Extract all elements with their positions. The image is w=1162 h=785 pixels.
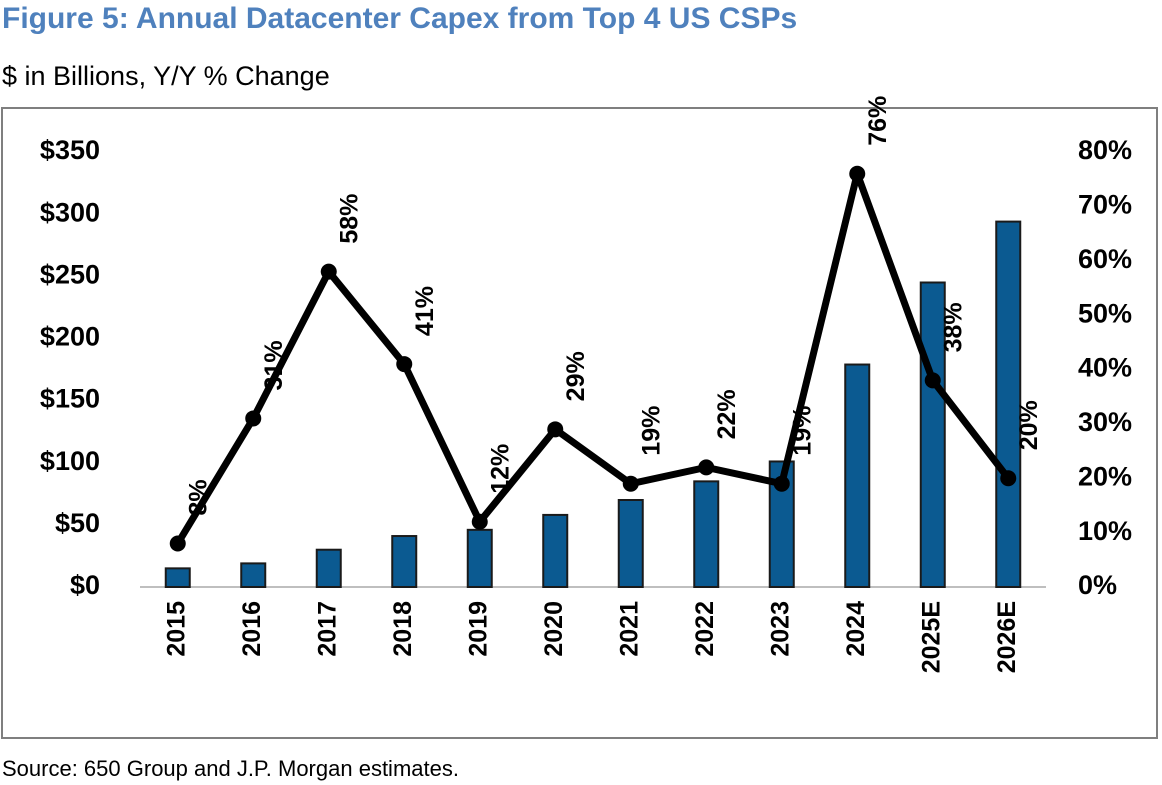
data-label: 20% — [1015, 400, 1043, 450]
bar — [466, 528, 493, 588]
line-marker — [924, 372, 941, 389]
x-tick-label: 2015 — [162, 601, 190, 657]
y-tick-label: $300 — [40, 197, 100, 227]
data-label: 41% — [411, 286, 439, 336]
bar — [995, 220, 1022, 588]
line-marker — [698, 459, 715, 476]
x-tick-label: 2019 — [464, 601, 492, 657]
y-tick-label: $150 — [40, 384, 100, 414]
line-marker — [169, 535, 186, 552]
data-label: 12% — [486, 444, 514, 494]
y2-tick-label: 30% — [1078, 407, 1132, 437]
data-label: 76% — [864, 96, 892, 146]
data-label: 31% — [260, 340, 288, 390]
line-marker — [245, 410, 262, 427]
bar — [693, 480, 720, 589]
bar — [164, 567, 191, 588]
line-marker — [396, 356, 413, 373]
y2-tick-label: 0% — [1078, 570, 1117, 600]
bar — [542, 513, 569, 589]
line-marker — [773, 475, 790, 492]
line-marker — [1000, 470, 1017, 487]
x-tick-label: 2017 — [313, 601, 341, 657]
data-label: 19% — [788, 406, 816, 456]
y-tick-label: $100 — [40, 446, 100, 476]
x-tick-label: 2022 — [691, 601, 719, 657]
bar — [240, 562, 267, 589]
data-label: 22% — [713, 389, 741, 439]
data-label: 58% — [335, 194, 363, 244]
bar — [844, 363, 871, 588]
y-tick-label: $50 — [55, 508, 100, 538]
y2-tick-label: 50% — [1078, 298, 1132, 328]
y2-tick-label: 80% — [1078, 135, 1132, 165]
x-tick-label: 2020 — [540, 601, 568, 657]
x-tick-label: 2024 — [842, 601, 870, 657]
source-note: Source: 650 Group and J.P. Morgan estima… — [2, 756, 459, 781]
y2-tick-label: 70% — [1078, 190, 1132, 220]
data-label: 8% — [184, 479, 212, 515]
bar — [617, 499, 644, 588]
x-tick-label: 2016 — [238, 601, 266, 657]
line-marker — [622, 475, 639, 492]
y2-tick-label: 10% — [1078, 516, 1132, 546]
y-tick-label: $200 — [40, 322, 100, 352]
data-label: 19% — [637, 406, 665, 456]
data-label: 38% — [939, 302, 967, 352]
x-tick-label: 2018 — [389, 601, 417, 657]
chart-subtitle: $ in Billions, Y/Y % Change — [2, 61, 330, 91]
chart-title: Figure 5: Annual Datacenter Capex from T… — [2, 2, 797, 35]
x-tick-label: 2025E — [917, 601, 945, 673]
y-tick-label: $0 — [70, 570, 100, 600]
bar — [391, 535, 418, 588]
bar — [919, 281, 946, 588]
x-tick-label: 2021 — [615, 601, 643, 657]
x-tick-label: 2026E — [993, 601, 1021, 673]
line-marker — [471, 513, 488, 530]
y2-tick-label: 40% — [1078, 353, 1132, 383]
y2-tick-label: 20% — [1078, 461, 1132, 491]
line-marker — [547, 421, 564, 438]
line — [174, 170, 1012, 546]
line-marker — [320, 263, 337, 280]
y2-tick-label: 60% — [1078, 244, 1132, 274]
line-marker — [849, 165, 866, 182]
x-tick-label: 2023 — [766, 601, 794, 657]
chart-frame — [1, 107, 1158, 739]
y-tick-label: $350 — [40, 135, 100, 165]
data-label: 29% — [562, 351, 590, 401]
bar — [315, 548, 342, 589]
y-tick-label: $250 — [40, 259, 100, 289]
